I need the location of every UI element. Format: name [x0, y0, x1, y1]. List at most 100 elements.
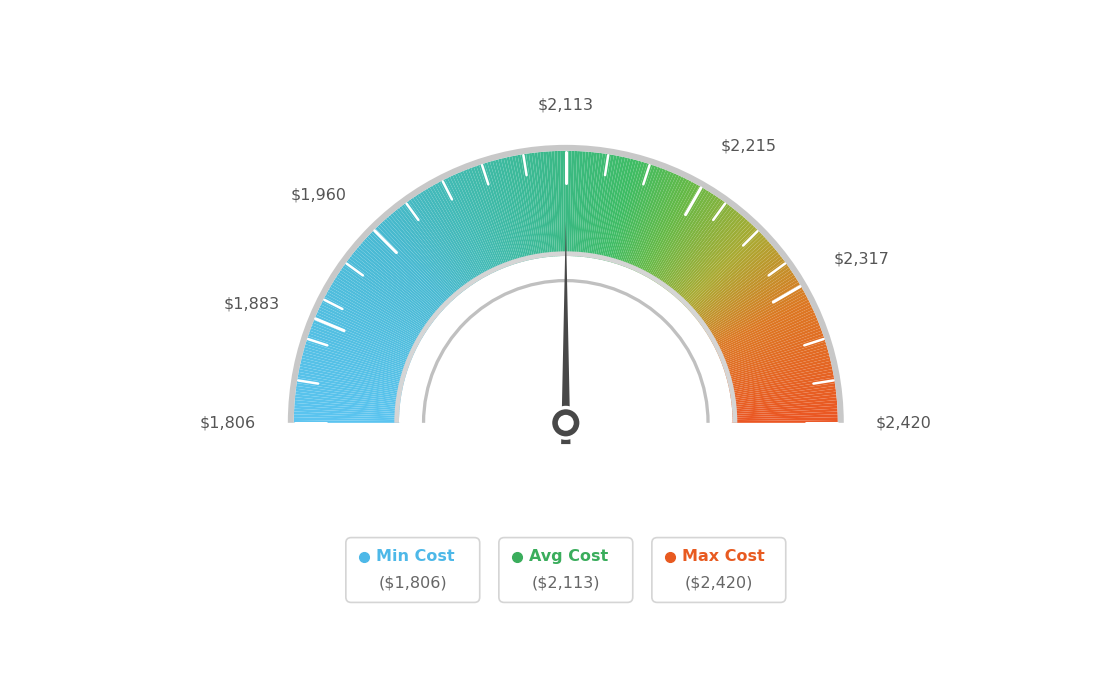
Wedge shape [577, 152, 588, 257]
Wedge shape [460, 171, 503, 270]
Wedge shape [683, 230, 761, 307]
Wedge shape [724, 342, 826, 375]
Wedge shape [679, 224, 754, 303]
Wedge shape [641, 181, 692, 276]
Wedge shape [713, 297, 808, 348]
Wedge shape [560, 151, 564, 257]
Wedge shape [302, 350, 406, 380]
Wedge shape [688, 239, 768, 312]
Wedge shape [349, 256, 435, 323]
Wedge shape [728, 366, 832, 390]
Wedge shape [676, 219, 747, 299]
Wedge shape [638, 178, 687, 275]
Wedge shape [636, 177, 684, 274]
Wedge shape [296, 383, 402, 400]
Wedge shape [474, 166, 511, 267]
Wedge shape [631, 173, 677, 271]
Wedge shape [721, 328, 821, 366]
Wedge shape [582, 152, 594, 258]
Wedge shape [601, 157, 625, 261]
Wedge shape [671, 213, 742, 296]
Wedge shape [429, 186, 485, 279]
Text: ($2,420): ($2,420) [684, 575, 753, 591]
Wedge shape [624, 168, 664, 268]
Wedge shape [707, 279, 798, 337]
Wedge shape [723, 336, 825, 372]
Wedge shape [427, 187, 482, 280]
Wedge shape [523, 154, 542, 259]
Wedge shape [696, 254, 781, 322]
Wedge shape [317, 310, 415, 355]
Wedge shape [585, 152, 599, 258]
Wedge shape [654, 192, 712, 283]
Wedge shape [719, 317, 818, 360]
Text: $2,215: $2,215 [721, 139, 776, 154]
Wedge shape [692, 247, 775, 317]
Wedge shape [498, 159, 527, 262]
Wedge shape [732, 417, 838, 421]
Wedge shape [341, 268, 429, 330]
Wedge shape [394, 251, 737, 423]
Wedge shape [574, 151, 583, 257]
Wedge shape [509, 156, 533, 261]
Wedge shape [382, 221, 455, 301]
Wedge shape [723, 339, 826, 373]
Wedge shape [725, 347, 828, 378]
Text: $2,113: $2,113 [538, 97, 594, 112]
Wedge shape [304, 347, 406, 378]
Wedge shape [615, 164, 650, 265]
Wedge shape [690, 243, 772, 315]
Wedge shape [302, 353, 405, 382]
Wedge shape [597, 156, 619, 260]
Wedge shape [295, 397, 401, 409]
Wedge shape [571, 151, 577, 257]
Wedge shape [346, 261, 433, 326]
Wedge shape [352, 252, 437, 320]
Wedge shape [725, 350, 829, 380]
Wedge shape [390, 213, 460, 296]
Wedge shape [336, 275, 427, 334]
Wedge shape [318, 307, 416, 354]
Wedge shape [507, 157, 531, 261]
Wedge shape [592, 154, 612, 259]
Wedge shape [492, 160, 523, 263]
Wedge shape [565, 151, 569, 257]
Wedge shape [658, 196, 719, 286]
Wedge shape [299, 366, 404, 390]
Wedge shape [388, 215, 459, 297]
Wedge shape [404, 203, 468, 290]
Wedge shape [471, 167, 510, 268]
Wedge shape [518, 155, 538, 259]
Wedge shape [731, 406, 838, 414]
Wedge shape [298, 372, 403, 393]
Wedge shape [644, 183, 697, 277]
Wedge shape [296, 388, 402, 404]
Wedge shape [490, 161, 521, 264]
Wedge shape [716, 310, 815, 355]
Wedge shape [543, 152, 554, 257]
Wedge shape [634, 175, 679, 272]
Wedge shape [485, 162, 518, 265]
Wedge shape [335, 277, 426, 335]
Wedge shape [580, 152, 592, 258]
Wedge shape [651, 190, 709, 282]
Wedge shape [731, 391, 837, 406]
Circle shape [558, 415, 574, 431]
Wedge shape [310, 328, 411, 366]
Wedge shape [625, 169, 666, 268]
Wedge shape [682, 228, 758, 306]
Wedge shape [720, 323, 820, 364]
Wedge shape [583, 152, 597, 258]
Wedge shape [311, 323, 412, 364]
Wedge shape [617, 164, 652, 266]
Wedge shape [288, 145, 843, 423]
Wedge shape [296, 386, 402, 402]
Wedge shape [588, 153, 605, 259]
Text: $2,317: $2,317 [834, 252, 890, 267]
Wedge shape [408, 199, 471, 288]
Wedge shape [704, 275, 796, 334]
Wedge shape [333, 279, 425, 337]
Wedge shape [728, 361, 831, 386]
Wedge shape [487, 161, 520, 264]
Wedge shape [545, 151, 555, 257]
